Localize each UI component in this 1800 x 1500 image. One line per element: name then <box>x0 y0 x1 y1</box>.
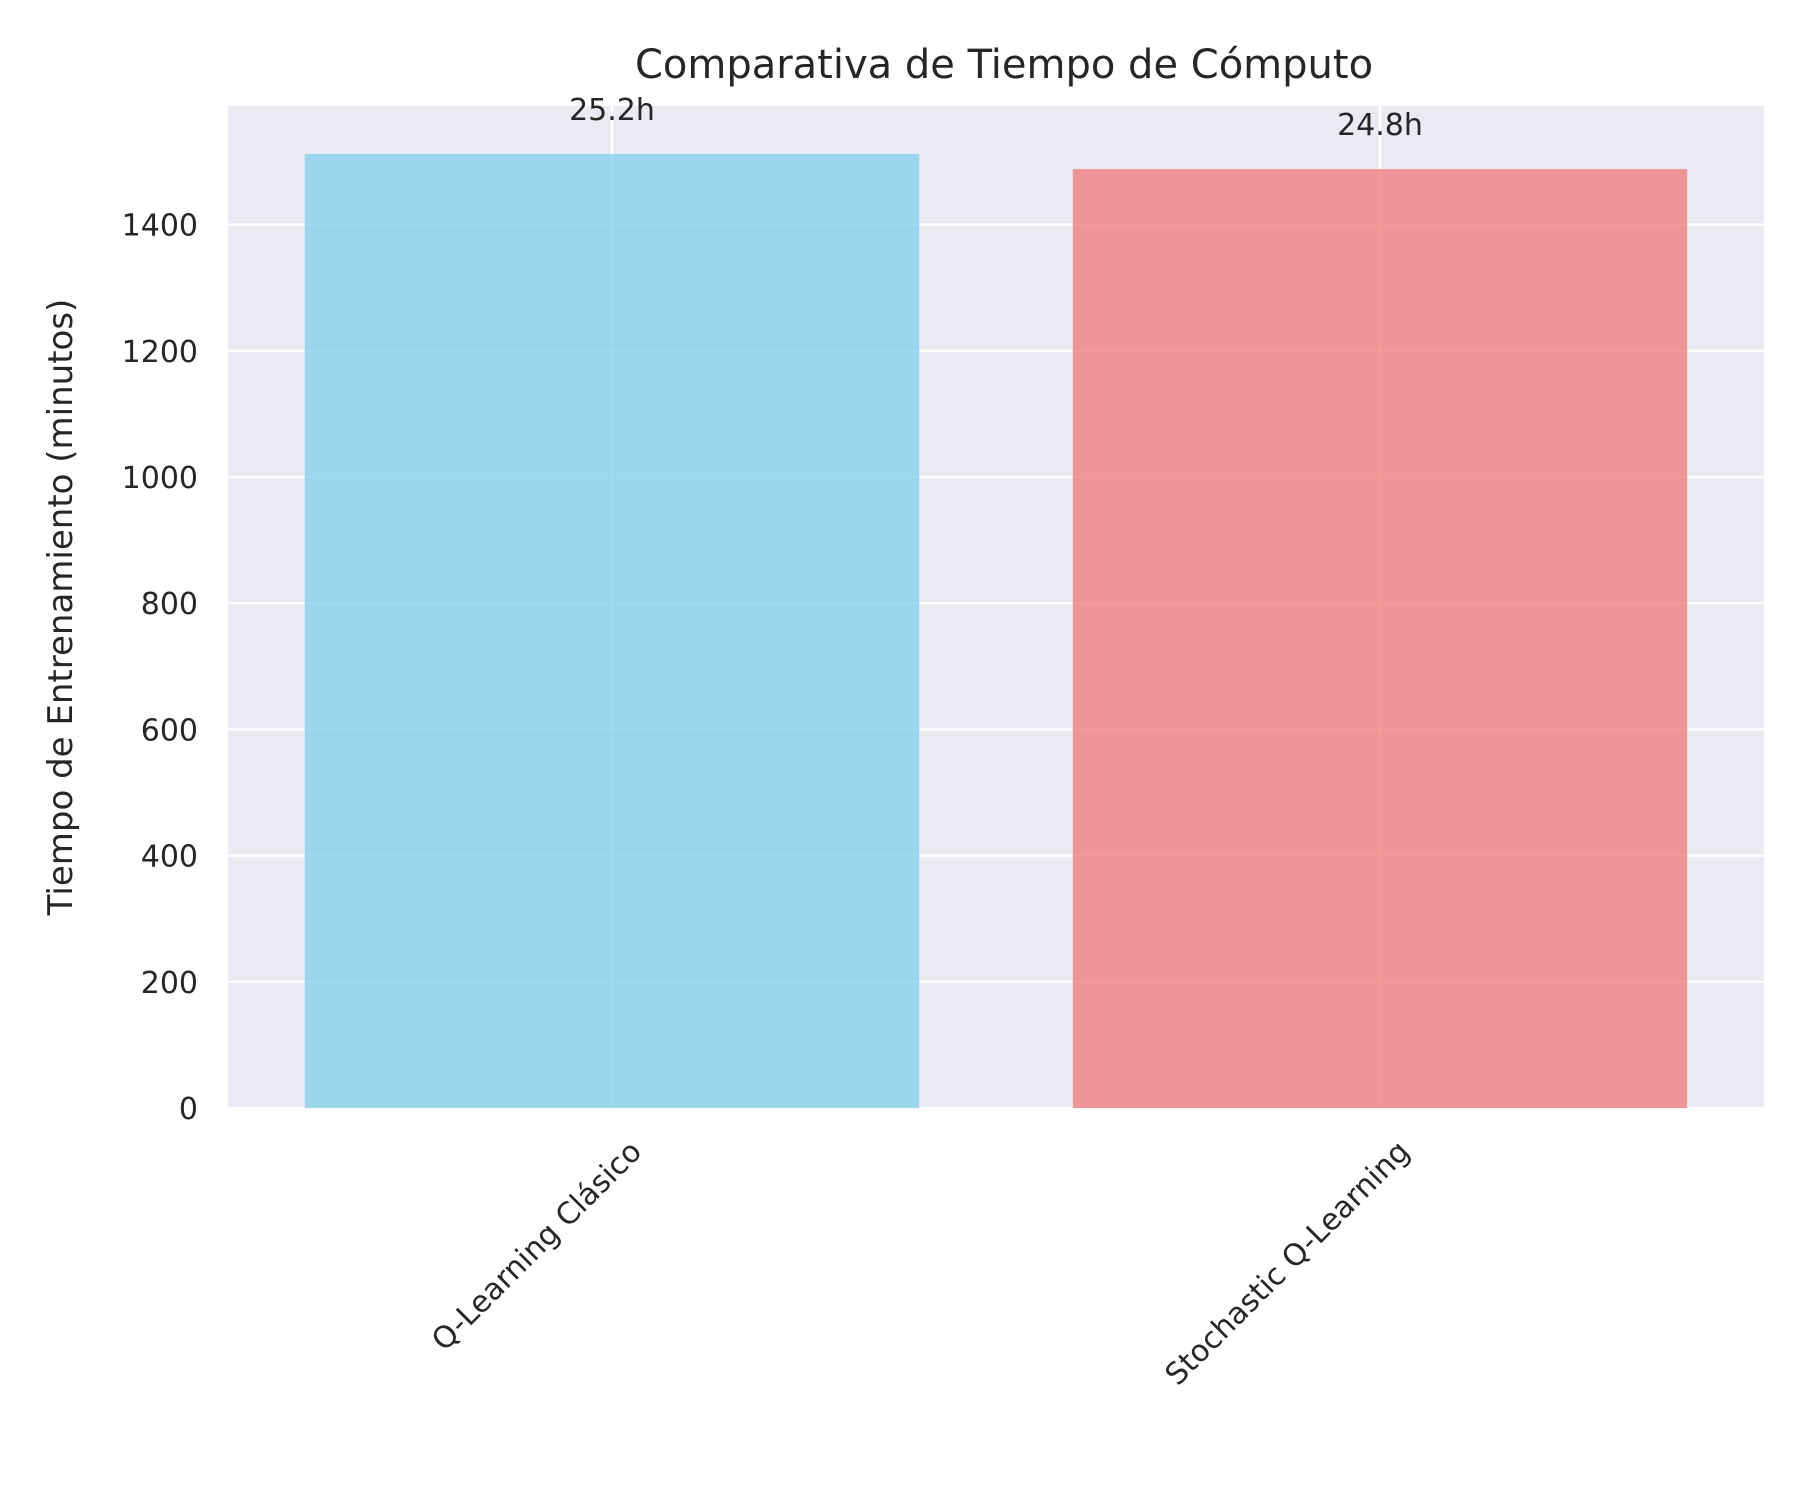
chart-title: Comparativa de Tiempo de Cómputo <box>635 42 1373 88</box>
y-tick-label: 800 <box>141 587 198 622</box>
x-tick-labels: Q-Learning Clásico Stochastic Q-Learning <box>425 1134 1417 1392</box>
y-axis-label: Tiempo de Entrenamiento (minutos) <box>41 299 81 917</box>
y-tick-label: 0 <box>179 1092 198 1127</box>
y-tick-label: 1400 <box>122 209 198 244</box>
bar-value-label: 24.8h <box>1337 108 1423 143</box>
bar-value-labels: 25.2h 24.8h <box>569 93 1423 143</box>
y-tick-label: 600 <box>141 713 198 748</box>
bar-value-label: 25.2h <box>569 93 655 128</box>
y-tick-label: 1200 <box>122 335 198 370</box>
bar <box>304 153 920 1109</box>
bar <box>1072 169 1688 1108</box>
y-tick-label: 1000 <box>122 461 198 496</box>
x-tick-label: Q-Learning Clásico <box>425 1134 649 1358</box>
bars <box>304 153 1688 1109</box>
y-tick-label: 200 <box>141 966 198 1001</box>
x-tick-label: Stochastic Q-Learning <box>1159 1134 1417 1392</box>
y-tick-labels: 0 200 400 600 800 1000 1200 1400 <box>122 209 198 1127</box>
y-tick-label: 400 <box>141 840 198 875</box>
